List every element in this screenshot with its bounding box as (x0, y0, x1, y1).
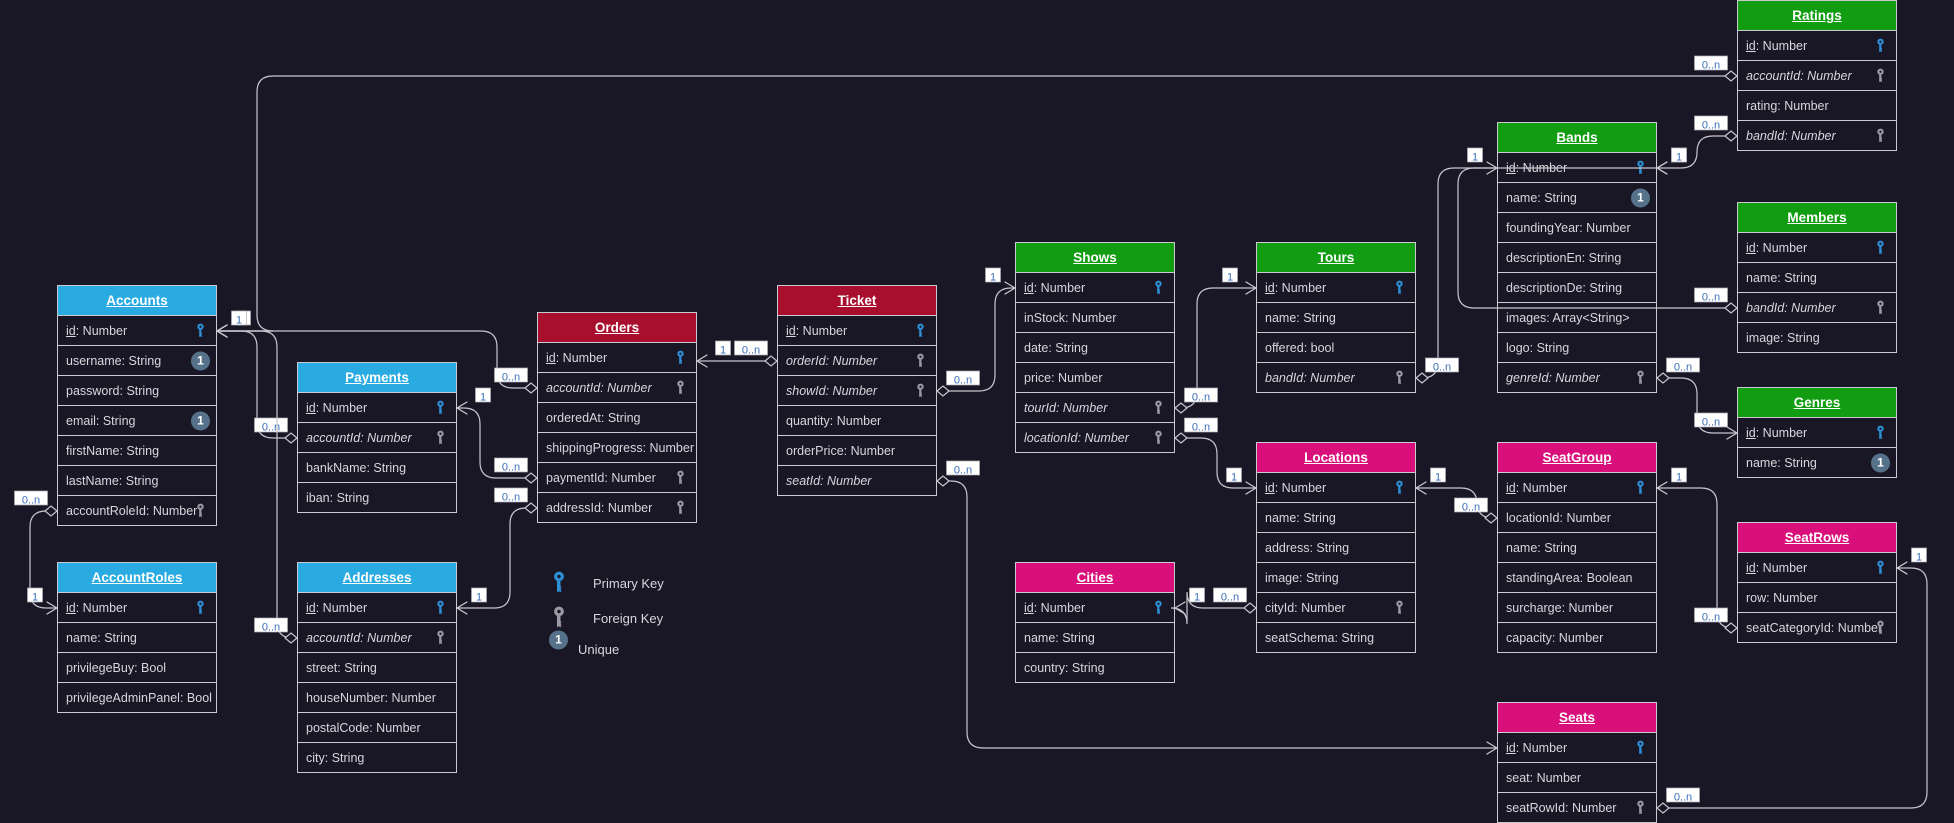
svg-text:1: 1 (1916, 552, 1922, 564)
svg-text:0..n: 0..n (1192, 392, 1210, 404)
svg-text:0..n: 0..n (1702, 292, 1720, 304)
svg-text:1: 1 (1227, 272, 1233, 284)
svg-text:0..n: 0..n (502, 372, 520, 384)
svg-text:1: 1 (1472, 152, 1478, 164)
svg-text:1: 1 (1676, 152, 1682, 164)
svg-text:0..n: 0..n (22, 495, 40, 507)
svg-text:0..n: 0..n (1192, 422, 1210, 434)
svg-text:1: 1 (1435, 472, 1441, 484)
svg-text:1: 1 (1676, 152, 1682, 164)
svg-text:1: 1 (240, 315, 246, 327)
svg-text:0..n: 0..n (1674, 362, 1692, 374)
svg-text:0..n: 0..n (262, 622, 280, 634)
svg-text:1: 1 (476, 592, 482, 604)
svg-text:1: 1 (480, 392, 486, 404)
svg-text:1: 1 (990, 272, 996, 284)
svg-text:0..n: 0..n (1433, 362, 1451, 374)
svg-text:0..n: 0..n (262, 422, 280, 434)
svg-text:0..n: 0..n (954, 375, 972, 387)
svg-text:0..n: 0..n (502, 492, 520, 504)
svg-text:0..n: 0..n (1462, 502, 1480, 514)
svg-text:0..n: 0..n (1674, 792, 1692, 804)
svg-text:1: 1 (1676, 472, 1682, 484)
svg-text:0..n: 0..n (1702, 120, 1720, 132)
svg-text:0..n: 0..n (502, 462, 520, 474)
svg-text:1: 1 (1194, 592, 1200, 604)
svg-text:0..n: 0..n (742, 345, 760, 357)
svg-text:0..n: 0..n (1221, 592, 1239, 604)
svg-text:1: 1 (1231, 472, 1237, 484)
svg-text:0..n: 0..n (954, 465, 972, 477)
svg-text:1: 1 (32, 592, 38, 604)
svg-text:1: 1 (720, 345, 726, 357)
svg-text:0..n: 0..n (1702, 60, 1720, 72)
svg-text:0..n: 0..n (1702, 612, 1720, 624)
svg-text:0..n: 0..n (1702, 417, 1720, 429)
svg-text:1: 1 (236, 315, 242, 327)
